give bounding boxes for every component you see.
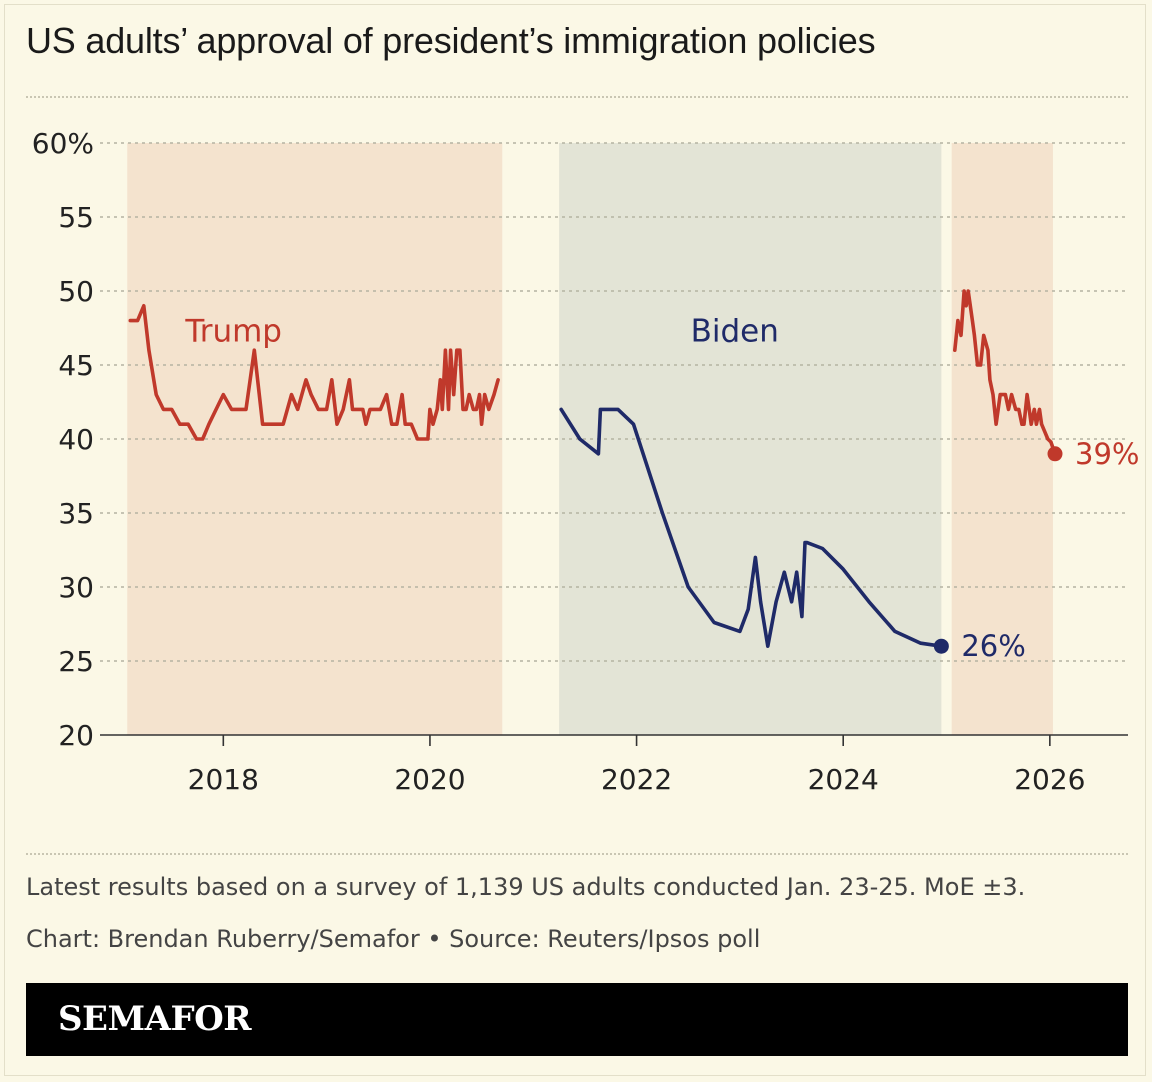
brand-bar: SEMAFOR <box>26 983 1128 1056</box>
end-point-biden <box>933 638 949 654</box>
y-tick-label-50: 50 <box>58 275 94 308</box>
y-tick-label-45: 45 <box>58 349 94 382</box>
title-divider <box>26 96 1128 98</box>
series-line-biden-1 <box>559 407 944 649</box>
x-tick-label-2024: 2024 <box>808 763 879 796</box>
y-tick-label-35: 35 <box>58 497 94 530</box>
series-line-trump-0 <box>128 303 500 441</box>
x-tick-label-2026: 2026 <box>1014 763 1085 796</box>
y-tick-label-25: 25 <box>58 645 94 678</box>
band-label-trump: Trump <box>184 313 282 349</box>
footnote: Latest results based on a survey of 1,13… <box>26 873 1026 901</box>
y-tick-label-40: 40 <box>58 423 94 456</box>
end-point-trump <box>1047 446 1063 462</box>
brand-logo: SEMAFOR <box>58 999 252 1039</box>
y-tick-label-30: 30 <box>58 571 94 604</box>
end-label-trump: 39% <box>1075 437 1139 471</box>
footer-divider <box>26 853 1128 855</box>
credit-line: Chart: Brendan Ruberry/Semafor • Source:… <box>26 925 761 953</box>
series-line-trump-2 <box>952 289 1057 456</box>
y-tick-label-60: 60% <box>32 127 94 160</box>
line-chart: 60% 55 50 45 40 35 30 25 20 2018 2020 2022 2024 2026 T… <box>32 127 1140 796</box>
end-label-biden: 26% <box>961 629 1025 663</box>
x-tick-label-2022: 2022 <box>601 763 672 796</box>
y-tick-label-20: 20 <box>58 719 94 752</box>
chart-title: US adults’ approval of president’s immig… <box>26 20 876 61</box>
x-tick-label-2018: 2018 <box>188 763 259 796</box>
band-label-biden: Biden <box>691 313 779 349</box>
term-band-trump-0 <box>127 143 503 735</box>
chart-frame <box>4 4 1146 1076</box>
x-tick-label-2020: 2020 <box>394 763 465 796</box>
y-tick-label-55: 55 <box>58 201 94 234</box>
